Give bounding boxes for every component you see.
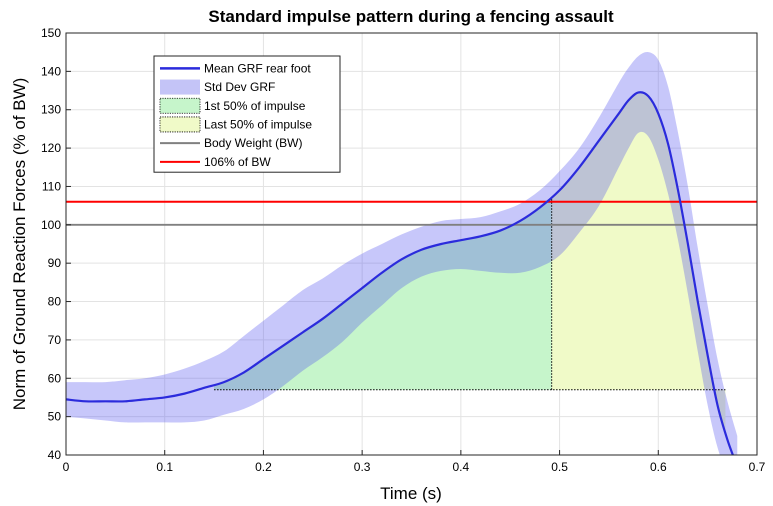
chart-title: Standard impulse pattern during a fencin…	[208, 7, 614, 26]
x-tick-label: 0.1	[156, 460, 173, 474]
x-axis-label: Time (s)	[380, 484, 442, 503]
legend-label: 106% of BW	[204, 155, 271, 169]
legend: Mean GRF rear foot Std Dev GRF 1st 50% of …	[153, 55, 341, 173]
impulse-first-half-area	[214, 197, 552, 390]
y-tick-label: 130	[41, 103, 61, 117]
y-axis: 40 50 60 70 80 90 100 110 120 130 140 150	[41, 26, 71, 462]
mean-grf-line	[66, 91, 735, 455]
legend-label: Last 50% of impulse	[204, 117, 312, 131]
x-tick-label: 0.5	[551, 460, 568, 474]
y-tick-label: 90	[48, 256, 62, 270]
legend-key-first-half	[159, 97, 201, 114]
impulse-last-half-area	[551, 92, 726, 433]
y-tick-label: 110	[42, 179, 61, 193]
x-tick-label: 0.6	[650, 460, 667, 474]
y-tick-label: 70	[48, 333, 62, 347]
y-tick-label: 140	[41, 64, 61, 78]
legend-key-last-half	[159, 116, 201, 133]
x-axis: 0 0.1 0.2 0.3 0.4 0.5 0.6 0.7	[63, 450, 766, 474]
x-tick-label: 0.3	[354, 460, 371, 474]
x-tick-label: 0.4	[453, 460, 470, 474]
x-tick-label: 0	[63, 460, 70, 474]
plot-frame	[65, 32, 758, 456]
y-tick-label: 100	[41, 218, 61, 232]
legend-label: Std Dev GRF	[204, 80, 275, 94]
y-tick-label: 150	[41, 26, 61, 40]
legend-label: 1st 50% of impulse	[204, 99, 306, 113]
y-tick-label: 50	[48, 410, 62, 424]
y-tick-label: 40	[48, 448, 62, 462]
y-axis-label: Norm of Ground Reaction Forces (% of BW)	[10, 78, 29, 411]
legend-box	[153, 55, 341, 173]
std-dev-band	[66, 52, 738, 455]
legend-label: Mean GRF rear foot	[204, 61, 311, 75]
y-tick-label: 60	[48, 371, 62, 385]
y-tick-label: 80	[48, 295, 62, 309]
x-tick-label: 0.2	[255, 460, 272, 474]
legend-label: Body Weight (BW)	[204, 136, 302, 150]
y-tick-label: 120	[41, 141, 61, 155]
data-layer	[66, 52, 757, 455]
legend-key-std	[160, 79, 200, 95]
x-tick-label: 0.7	[749, 460, 766, 474]
